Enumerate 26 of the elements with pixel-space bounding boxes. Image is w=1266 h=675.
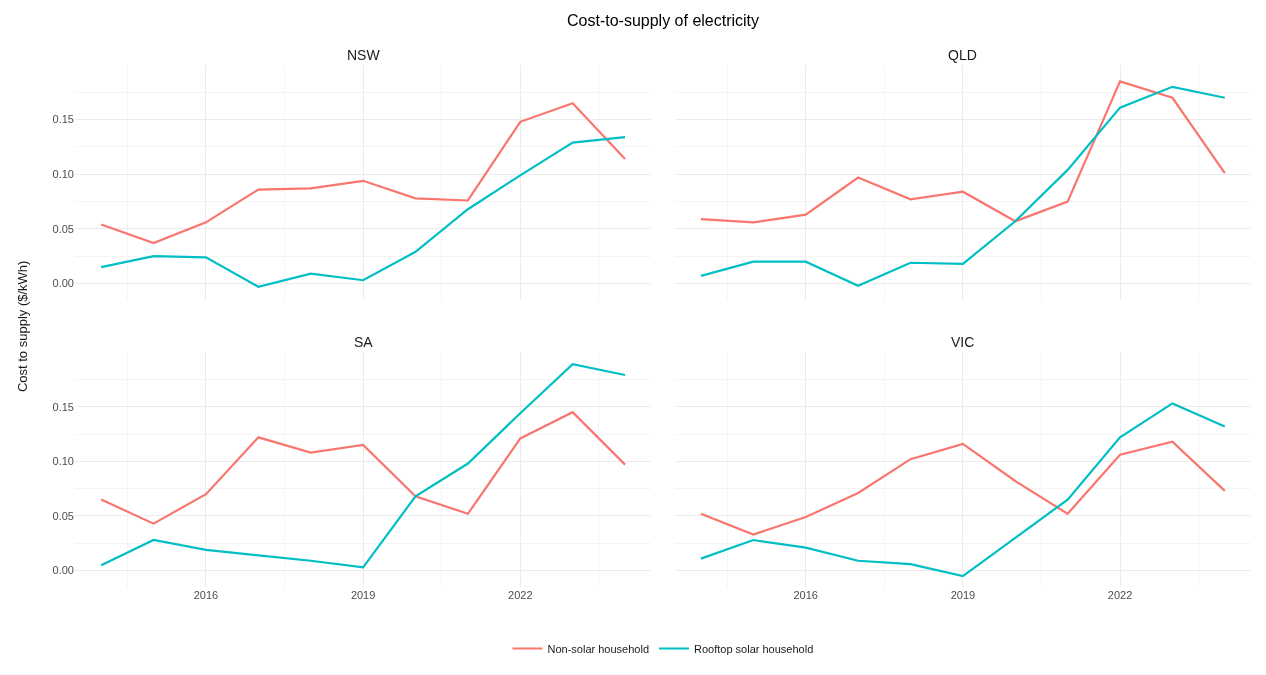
chart-title: QLD	[948, 47, 977, 63]
y-tick-label: 0.00	[52, 277, 74, 290]
y-tick-label: 0.15	[52, 400, 74, 413]
chart-title: VIC	[951, 334, 975, 350]
x-tick-label: 2019	[350, 589, 376, 601]
chart-title: NSW	[347, 47, 381, 63]
line-series	[100, 136, 627, 288]
x-tick-label: 2016	[793, 589, 818, 601]
x-tick-label: 2022	[508, 589, 533, 601]
y-tick-label: 0.10	[52, 455, 74, 468]
x-tick-label: 2019	[950, 589, 976, 601]
legend-label: Rooftop solar household	[694, 642, 814, 655]
y-axis-title: Cost to supply ($/kWh)	[15, 260, 31, 393]
chart-title: SA	[354, 334, 374, 350]
y-tick-label: 0.05	[52, 509, 74, 522]
text: Cost-to-supply of electricity	[567, 12, 760, 29]
line-series	[100, 102, 627, 245]
legend-label: Non-solar household	[547, 642, 650, 655]
x-tick-label: 2022	[1107, 589, 1133, 601]
line-series	[100, 411, 627, 525]
line-series	[100, 363, 627, 569]
y-tick-label: 0.15	[52, 113, 74, 126]
y-tick-label: 0.05	[52, 222, 74, 235]
x-tick-label: 2016	[193, 589, 219, 601]
y-tick-label: 0.00	[52, 564, 74, 577]
y-tick-label: 0.10	[52, 168, 74, 181]
